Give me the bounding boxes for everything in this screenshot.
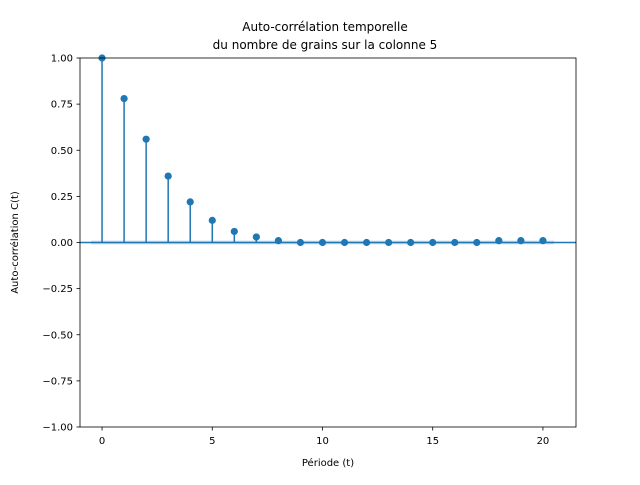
y-axis-label: Auto-corrélation C(t) (9, 191, 21, 294)
data-point (451, 238, 459, 247)
y-tick-label: 0.75 (51, 100, 73, 111)
y-tick-label: −0.25 (42, 284, 73, 295)
chart-title-line-1: Auto-corrélation temporelle (242, 20, 407, 34)
data-point (296, 238, 305, 247)
y-axis-ticks: 1.00 0.75 0.50 0.25 0.00 −0.25 −0.50 −0.75 −1.00 (42, 54, 80, 434)
data-point (252, 233, 260, 241)
x-tick-label: 15 (426, 436, 439, 447)
data-point (362, 238, 371, 247)
chart-title-line-2: du nombre de grains sur la colonne 5 (213, 38, 438, 52)
data-point (517, 237, 525, 245)
y-tick-label: 0.25 (51, 192, 73, 203)
data-point (385, 238, 393, 247)
data-point (208, 216, 216, 224)
data-point (429, 238, 437, 247)
data-point (230, 227, 238, 236)
y-tick-label: 0.00 (51, 238, 73, 249)
y-tick-label: −1.00 (42, 423, 73, 434)
y-tick-label: −0.75 (42, 376, 73, 387)
y-tick-label: 0.50 (51, 146, 73, 157)
data-point (120, 94, 128, 103)
y-tick-label: −0.50 (42, 330, 73, 341)
data-point (274, 237, 282, 245)
x-tick-label: 20 (537, 436, 550, 447)
x-tick-label: 0 (99, 436, 105, 447)
marker-series (98, 54, 547, 247)
data-point (142, 135, 150, 143)
data-point (539, 237, 547, 245)
x-tick-label: 10 (316, 436, 329, 447)
data-point (164, 172, 172, 180)
x-axis-ticks: 0 5 10 15 20 (99, 427, 549, 447)
data-point (340, 238, 349, 247)
x-axis-label: Période (t) (302, 457, 354, 469)
x-tick-label: 5 (209, 436, 215, 447)
data-point (186, 198, 194, 206)
data-point (473, 238, 481, 247)
data-point (318, 238, 327, 247)
data-point (407, 238, 415, 247)
chart-title: Auto-corrélation temporelle du nombre de… (213, 20, 438, 52)
data-point (495, 237, 503, 245)
stem-series (101, 58, 544, 243)
y-tick-label: 1.00 (51, 54, 73, 65)
